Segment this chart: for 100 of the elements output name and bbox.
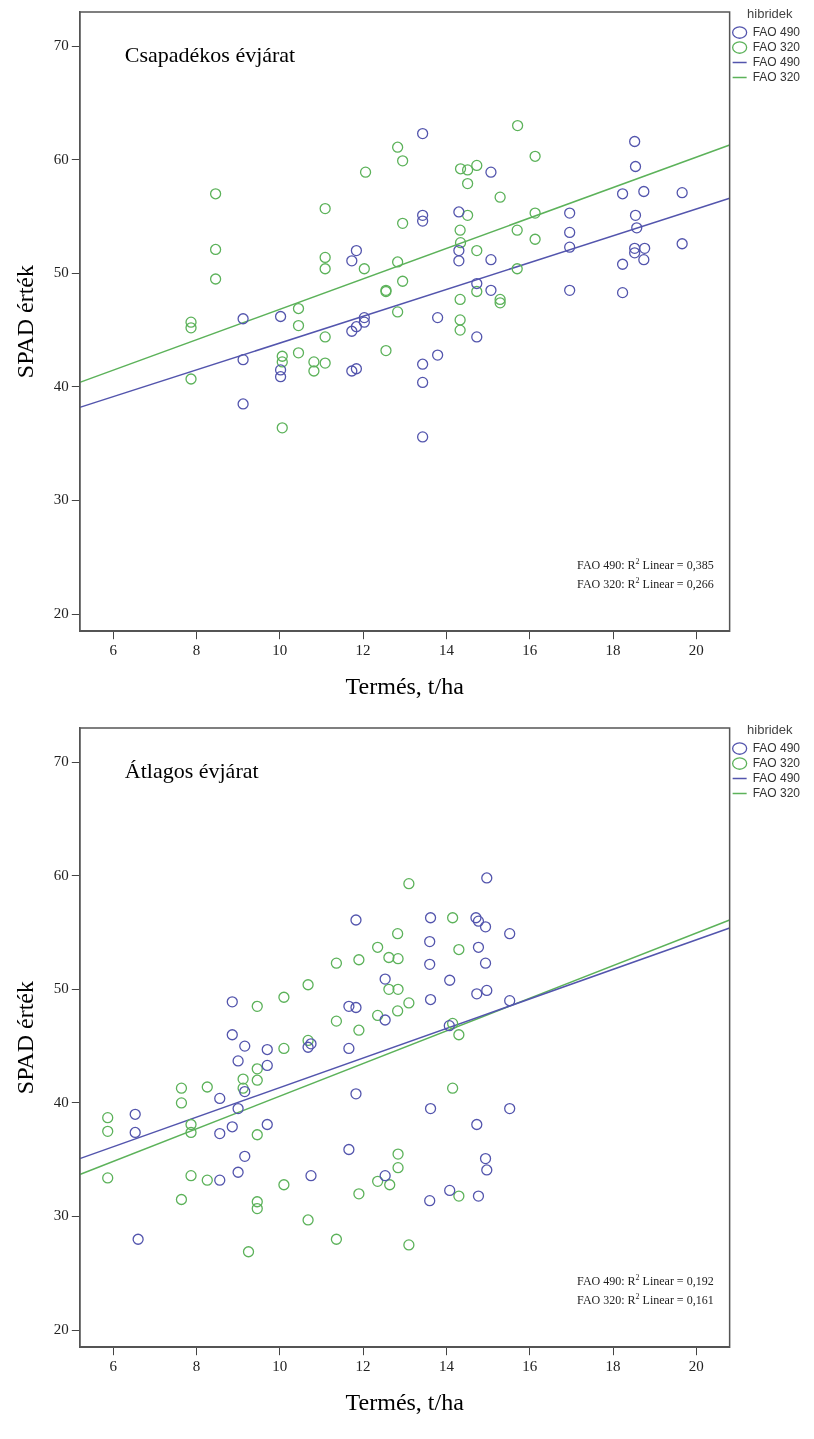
point [481, 1164, 493, 1176]
point [175, 1193, 188, 1206]
x-tick-label: 10 [272, 642, 288, 659]
legend-label: FAO 320 [752, 69, 801, 84]
point [251, 1202, 263, 1215]
y-axis-title: SPAD érték [11, 981, 38, 1095]
point [226, 1121, 238, 1133]
point [292, 319, 305, 332]
legend-label: FAO 490 [752, 54, 801, 69]
point [302, 979, 314, 991]
point [444, 974, 456, 986]
point [453, 206, 465, 218]
point [371, 1175, 384, 1187]
point [472, 941, 485, 953]
legend-title: hibridek [747, 722, 794, 738]
point [185, 1169, 197, 1182]
point [629, 247, 641, 259]
point [471, 1118, 483, 1131]
point [132, 1233, 144, 1245]
point [201, 1081, 213, 1093]
point [237, 1073, 249, 1085]
point [102, 1112, 114, 1124]
legend-label: FAO 320 [752, 785, 801, 800]
legend-title: hibridek [747, 6, 794, 22]
x-tick-label: 8 [192, 1358, 201, 1375]
point [209, 188, 222, 200]
point [403, 997, 415, 1009]
point [529, 150, 541, 162]
y-tick-label: 60 [53, 150, 69, 167]
x-tick-label: 20 [688, 642, 704, 659]
legend-label: FAO 320 [752, 39, 801, 54]
legend-label: FAO 490 [752, 740, 801, 755]
point [102, 1125, 114, 1137]
point [350, 363, 363, 375]
point [446, 1082, 459, 1094]
text: Csapadékos évjárat [124, 42, 296, 67]
legend-label: FAO 490 [752, 770, 801, 785]
point [629, 209, 642, 222]
point [479, 957, 492, 969]
point [494, 293, 506, 306]
point [453, 1190, 465, 1202]
y-tick-label: 30 [53, 491, 69, 508]
point [346, 325, 358, 337]
point [446, 1017, 459, 1030]
point [481, 984, 493, 997]
x-tick-label: 12 [355, 642, 371, 659]
point [479, 921, 492, 933]
x-tick-label: 16 [522, 642, 538, 659]
point [454, 163, 467, 175]
x-tick-label: 6 [109, 642, 118, 659]
point [471, 277, 483, 290]
point [226, 996, 238, 1008]
point [379, 1169, 391, 1182]
y-tick-label: 70 [53, 753, 69, 770]
point [416, 431, 429, 443]
point [319, 263, 331, 275]
point [261, 1118, 273, 1131]
point [226, 1029, 238, 1041]
x-tick-label: 6 [109, 1358, 118, 1375]
point [453, 943, 465, 956]
point [232, 1055, 244, 1067]
point [308, 365, 320, 377]
point [278, 1042, 290, 1055]
point [350, 244, 363, 257]
point [461, 164, 474, 176]
point [209, 243, 222, 256]
point [424, 1102, 437, 1115]
point [616, 286, 629, 299]
point [391, 927, 404, 940]
point [396, 217, 409, 229]
point [214, 1127, 226, 1140]
point [209, 273, 222, 285]
point [511, 119, 524, 132]
point [564, 226, 576, 239]
point [330, 957, 343, 969]
point [214, 1174, 226, 1186]
y-tick-label: 50 [53, 264, 69, 281]
point [251, 1063, 263, 1075]
point [380, 344, 392, 357]
point [175, 1082, 188, 1094]
point [353, 1024, 365, 1036]
point [403, 878, 415, 890]
point [353, 954, 365, 966]
point [292, 347, 305, 359]
point [511, 224, 523, 236]
point [343, 1000, 355, 1013]
x-tick-label: 16 [522, 1358, 538, 1375]
point [251, 1000, 263, 1013]
point [371, 1009, 384, 1022]
point [302, 1034, 314, 1047]
point [391, 256, 404, 268]
point [129, 1126, 141, 1139]
point [371, 941, 384, 953]
point [472, 1190, 485, 1202]
point [511, 263, 523, 275]
y-tick-label: 30 [53, 1207, 69, 1224]
point [391, 1005, 404, 1017]
point [461, 177, 474, 190]
point [319, 331, 331, 343]
point [239, 1040, 251, 1052]
